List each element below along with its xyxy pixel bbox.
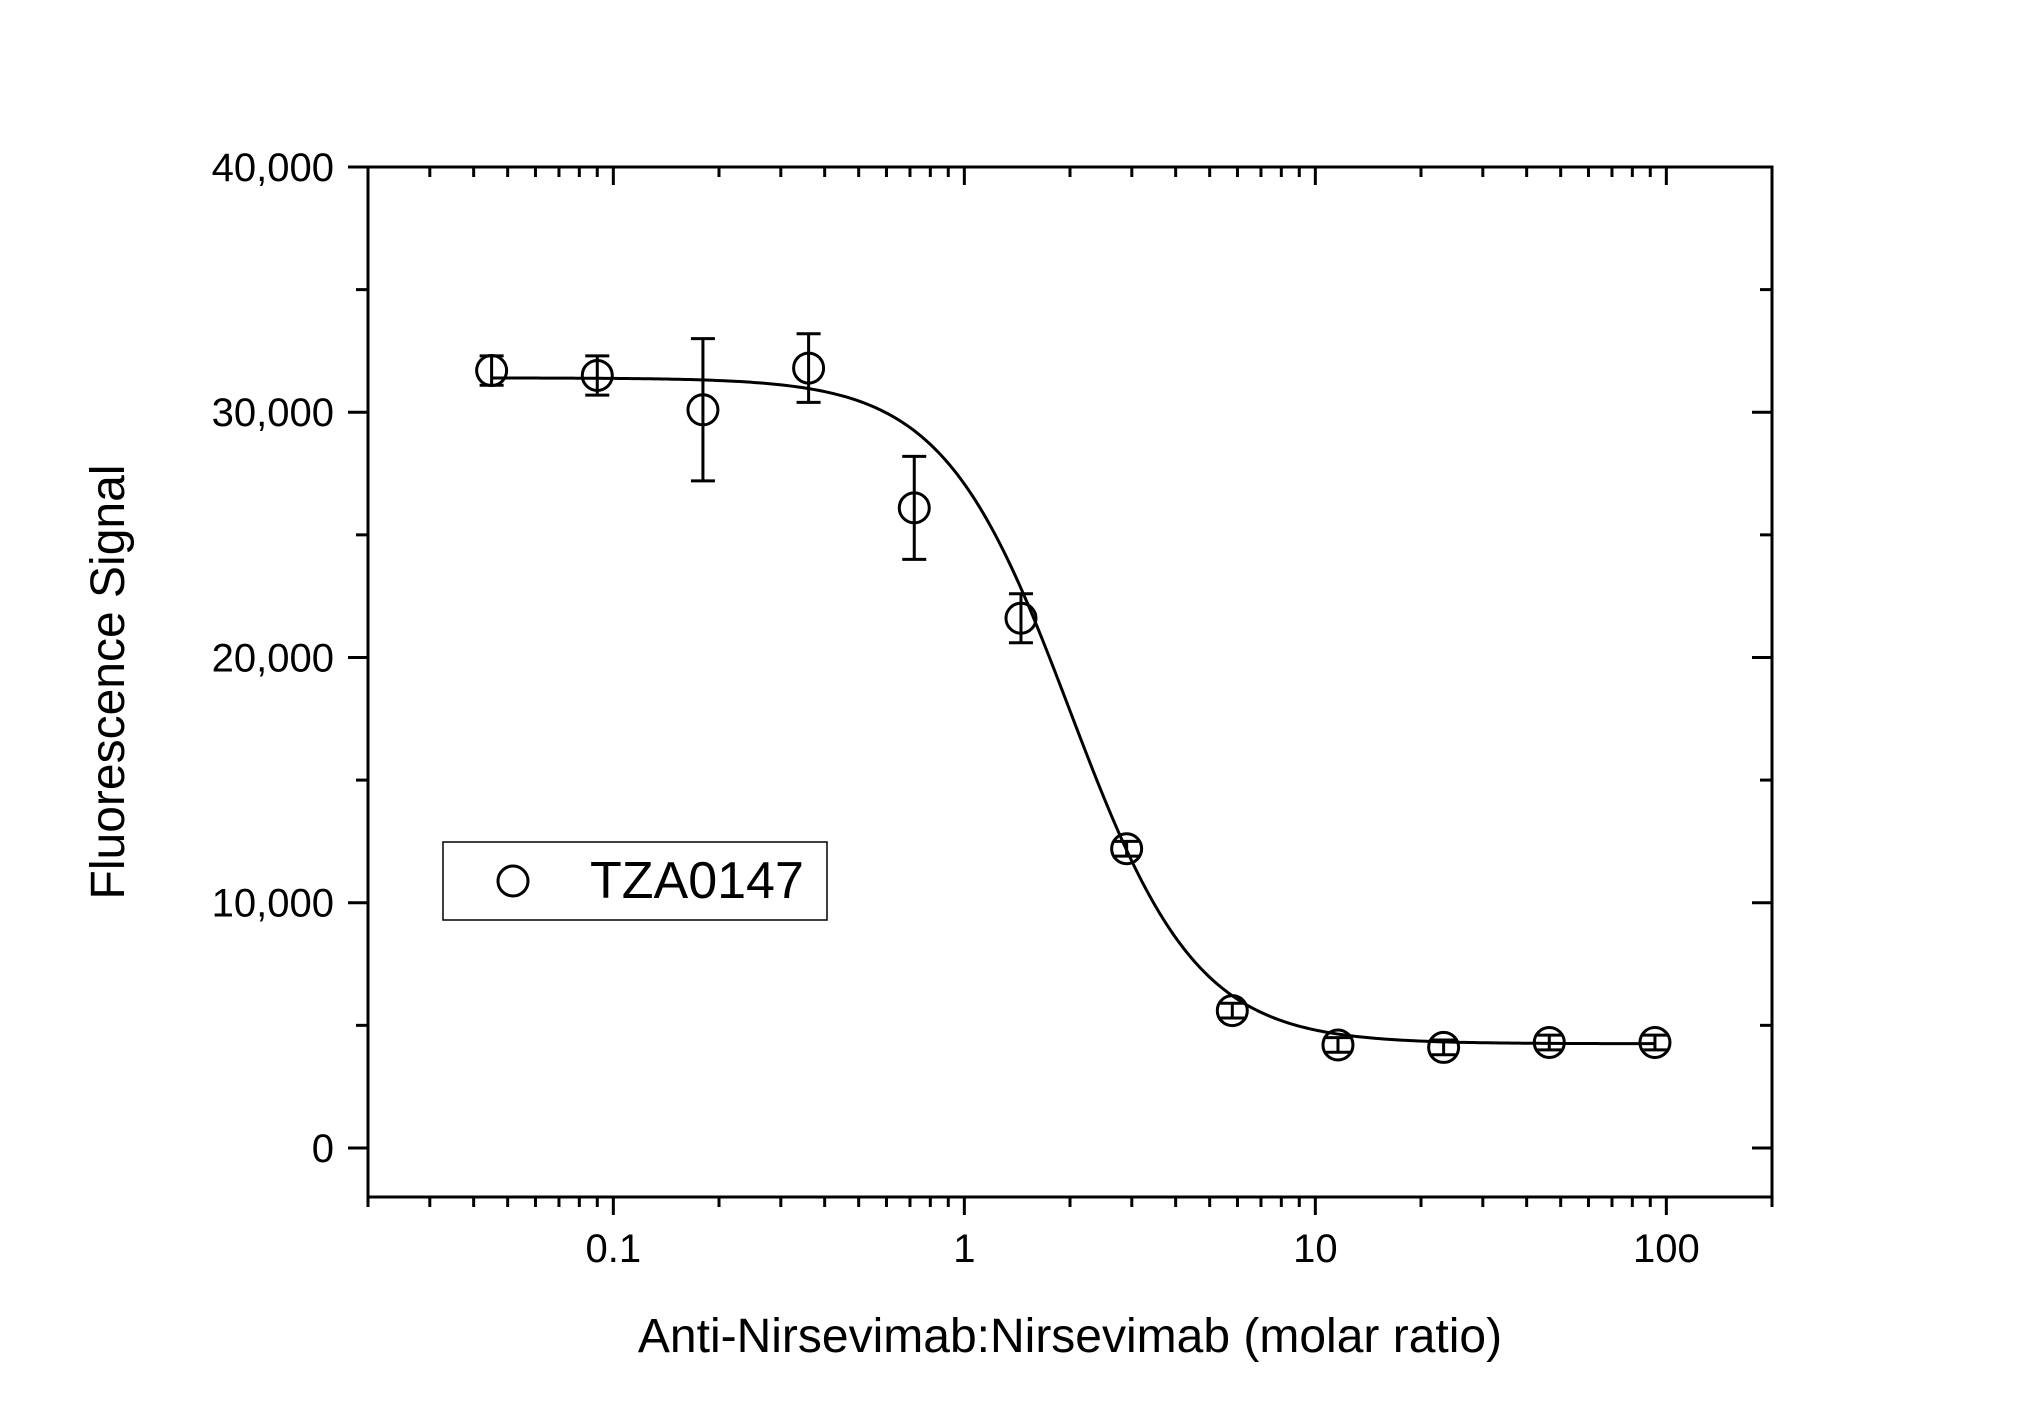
data-point-group: [1004, 592, 1038, 645]
data-point: [475, 354, 509, 388]
data-point-group: [580, 354, 614, 397]
x-tick-label: 0.1: [586, 1227, 642, 1271]
data-point: [1427, 1030, 1461, 1064]
y-tick-label: 20,000: [212, 636, 334, 680]
data-point: [1321, 1028, 1355, 1062]
data-point: [580, 358, 614, 392]
fit-curve: [491, 376, 1655, 1046]
legend-label: TZA0147: [590, 852, 804, 910]
data-point-group: [1638, 1026, 1672, 1059]
legend-marker: [496, 864, 530, 898]
data-point: [686, 393, 720, 427]
data-point: [1004, 601, 1038, 635]
y-tick-label: 40,000: [212, 146, 334, 190]
x-axis-title: Anti-Nirsevimab:Nirsevimab (molar ratio): [638, 1310, 1502, 1363]
data-point-group: [897, 454, 931, 561]
data-point-group: [792, 332, 826, 404]
data-point: [1638, 1026, 1672, 1059]
data-point-group: [1532, 1026, 1566, 1059]
x-tick-label: 10: [1293, 1227, 1338, 1271]
data-point: [792, 351, 826, 385]
y-axis-title: Fluorescence Signal: [82, 465, 135, 900]
axis-tick-labels: 0.1 1 10 100 0 10,000 20,000 30,000 40,000: [212, 146, 1700, 1271]
legend: TZA0147: [442, 841, 828, 921]
axis-ticks: [348, 165, 1774, 1215]
y-tick-label: 0: [312, 1127, 334, 1171]
data-point-group: [1110, 832, 1144, 866]
data-point: [897, 491, 931, 525]
data-point-group: [686, 337, 720, 483]
y-tick-label: 10,000: [212, 882, 334, 926]
data-point: [1532, 1026, 1566, 1059]
y-tick-label: 30,000: [212, 391, 334, 435]
x-tick-label: 1: [953, 1227, 975, 1271]
data-point-group: [1321, 1028, 1355, 1062]
data-point: [1215, 994, 1249, 1028]
data-point-group: [1215, 994, 1249, 1028]
x-tick-label: 100: [1633, 1227, 1700, 1271]
data-point-group: [1427, 1030, 1461, 1064]
data-points: [475, 332, 1672, 1064]
data-point: [1110, 832, 1144, 866]
data-point-group: [475, 354, 509, 388]
